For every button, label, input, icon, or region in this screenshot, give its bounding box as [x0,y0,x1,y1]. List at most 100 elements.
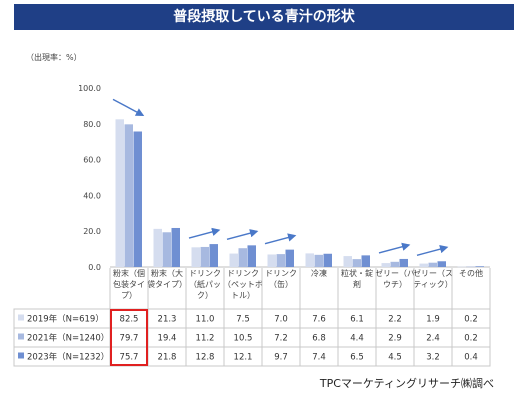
data-label: 11.2 [196,334,215,344]
category-label: トル） [231,291,255,300]
category-label: その他 [459,268,483,278]
data-label: 21.8 [158,353,177,363]
y-tick-label: 40.0 [83,191,101,200]
bar [323,253,332,267]
category-label: ドリンク [265,269,297,278]
category-label: ゼリー（パ [375,268,415,278]
bar [428,262,437,267]
category-label: ク） [197,291,213,300]
category-label: ゼリー（ス [413,268,453,278]
trend-arrow [264,233,297,245]
data-label: 4.5 [388,353,402,363]
data-label: 79.7 [120,334,139,344]
category-label: 冷凍 [311,268,327,278]
data-label: 2.9 [388,334,402,344]
bar [247,245,256,267]
trend-arrow [188,227,221,239]
category-label: 袋タイプ） [147,279,187,289]
bar [399,258,408,267]
data-label: 12.8 [196,353,215,363]
bar [343,256,352,267]
category-label: 粉末（大 [151,268,183,278]
data-label: 82.5 [120,315,139,325]
bar [419,263,428,267]
chart-title: 普段摂取している青汁の形状 [14,4,514,30]
data-label: 6.8 [312,334,326,344]
data-label: 7.0 [274,315,288,325]
bar [390,261,399,267]
bar [267,254,276,267]
data-label: 6.1 [350,315,364,325]
data-label: 1.9 [426,315,440,325]
category-label: ウチ） [383,280,407,289]
bar [200,246,209,267]
trend-arrows [112,98,449,256]
data-label: 0.2 [464,334,478,344]
bar [238,248,247,267]
category-label: 包装タイ [113,279,145,289]
legend-swatch [18,314,24,321]
data-label: 3.2 [426,353,440,363]
data-label: 0.4 [464,353,478,363]
highlight-box [110,309,148,366]
trend-arrow [226,229,259,241]
data-label: 7.5 [236,315,250,325]
y-tick-label: 100.0 [78,84,101,93]
category-label: 粉末（個 [113,268,145,278]
data-label: 9.7 [274,353,288,363]
data-label: 10.5 [234,334,253,344]
data-label: 21.3 [158,315,177,325]
category-label: （紙パッ [189,279,221,289]
data-label: 19.4 [158,334,177,344]
bar [457,266,466,268]
bar [115,119,124,267]
series-name: 2023年（N=1232） [27,352,109,363]
y-tick-label: 0.0 [88,263,101,272]
category-label: ドリンク [189,269,221,278]
series-name: 2019年（N=619） [27,314,104,325]
legend-swatch [18,333,24,340]
bar [124,124,133,267]
data-label: 2.4 [426,334,440,344]
category-label: プ） [121,291,137,300]
category-label: （缶） [269,279,293,289]
bar [153,228,162,267]
category-label: ドリンク [227,269,259,278]
data-table: 2019年（N=619） 82.5 21.3 11.0 7.5 7.0 7.6 6.1 2.2 1… [13,268,491,367]
bar [381,263,390,267]
bar [475,266,484,267]
data-label: 7.6 [312,315,326,325]
bars [115,119,484,268]
bar [133,131,142,267]
bar [361,255,370,267]
data-label: 4.4 [350,334,364,344]
y-tick-label: 60.0 [83,156,101,165]
bar [209,244,218,267]
trend-arrow [416,245,449,256]
source-note: TPCマーケティングリサーチ㈱調べ [319,377,494,390]
bar [191,247,200,267]
category-label: 粒状・錠 [341,268,373,278]
data-label: 75.7 [120,353,139,363]
bar [229,253,238,267]
legend-swatch [18,352,24,359]
bar [171,227,180,267]
category-label: （ペットボ [223,280,263,289]
bar [305,253,314,267]
unit-label: （出現率：%） [26,52,82,62]
data-label: 6.5 [350,353,364,363]
bar [352,259,361,267]
data-label: 11.0 [196,315,215,325]
data-label: 7.2 [274,334,288,344]
bar [437,261,446,267]
bar [466,266,475,268]
bar [285,249,294,267]
trend-arrow [112,98,145,116]
bar [314,254,323,267]
y-tick-label: 80.0 [83,120,101,129]
bar [162,232,171,267]
category-label: ティック） [413,280,453,289]
data-label: 2.2 [388,315,402,325]
series-name: 2021年（N=1240） [27,333,109,344]
